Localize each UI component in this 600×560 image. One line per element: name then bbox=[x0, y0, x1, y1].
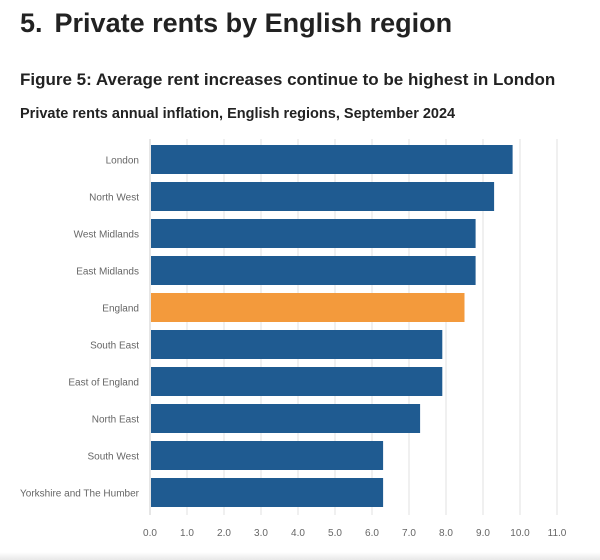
category-label: West Midlands bbox=[74, 230, 139, 241]
bottom-fade bbox=[0, 552, 600, 560]
x-tick-label: 7.0 bbox=[402, 528, 416, 539]
x-tick-label: 11.0 bbox=[548, 528, 567, 539]
category-label: North East bbox=[92, 415, 139, 426]
bar bbox=[151, 404, 421, 433]
chart-title: Private rents annual inflation, English … bbox=[20, 106, 456, 122]
x-tick-label: 4.0 bbox=[291, 528, 305, 539]
bar bbox=[151, 182, 495, 211]
category-label: North West bbox=[89, 193, 139, 204]
bar bbox=[151, 367, 443, 396]
category-label: South East bbox=[90, 341, 139, 352]
x-tick-label: 2.0 bbox=[217, 528, 231, 539]
category-label: London bbox=[106, 156, 139, 167]
bar bbox=[151, 478, 384, 507]
figure-title: Figure 5: Average rent increases continu… bbox=[20, 70, 556, 89]
bar bbox=[151, 256, 476, 285]
section-number: 5. bbox=[20, 8, 43, 38]
section-title: 5. Private rents by English region bbox=[20, 8, 452, 39]
bar bbox=[151, 219, 476, 248]
x-tick-label: 3.0 bbox=[254, 528, 268, 539]
x-tick-label: 0.0 bbox=[143, 528, 157, 539]
section-title-text: Private rents by English region bbox=[54, 8, 453, 38]
bar bbox=[151, 441, 384, 470]
x-tick-label: 5.0 bbox=[328, 528, 342, 539]
bar-chart: 0.0 1.0 2.0 3.0 4.0 5.0 6.0 7.0 8.0 9.0 10.0 11.0 Lo… bbox=[20, 139, 567, 539]
x-tick-label: 10.0 bbox=[510, 528, 530, 539]
bar bbox=[151, 330, 443, 359]
category-label: East Midlands bbox=[76, 267, 139, 278]
category-label: East of England bbox=[68, 378, 139, 389]
category-label: Yorkshire and The Humber bbox=[20, 489, 140, 500]
x-tick-label: 6.0 bbox=[365, 528, 379, 539]
x-tick-label: 9.0 bbox=[476, 528, 490, 539]
bar bbox=[151, 293, 465, 322]
category-label: South West bbox=[87, 452, 139, 463]
x-tick-label: 8.0 bbox=[439, 528, 453, 539]
x-tick-label: 1.0 bbox=[180, 528, 194, 539]
bar bbox=[151, 145, 513, 174]
category-label: England bbox=[102, 304, 139, 315]
